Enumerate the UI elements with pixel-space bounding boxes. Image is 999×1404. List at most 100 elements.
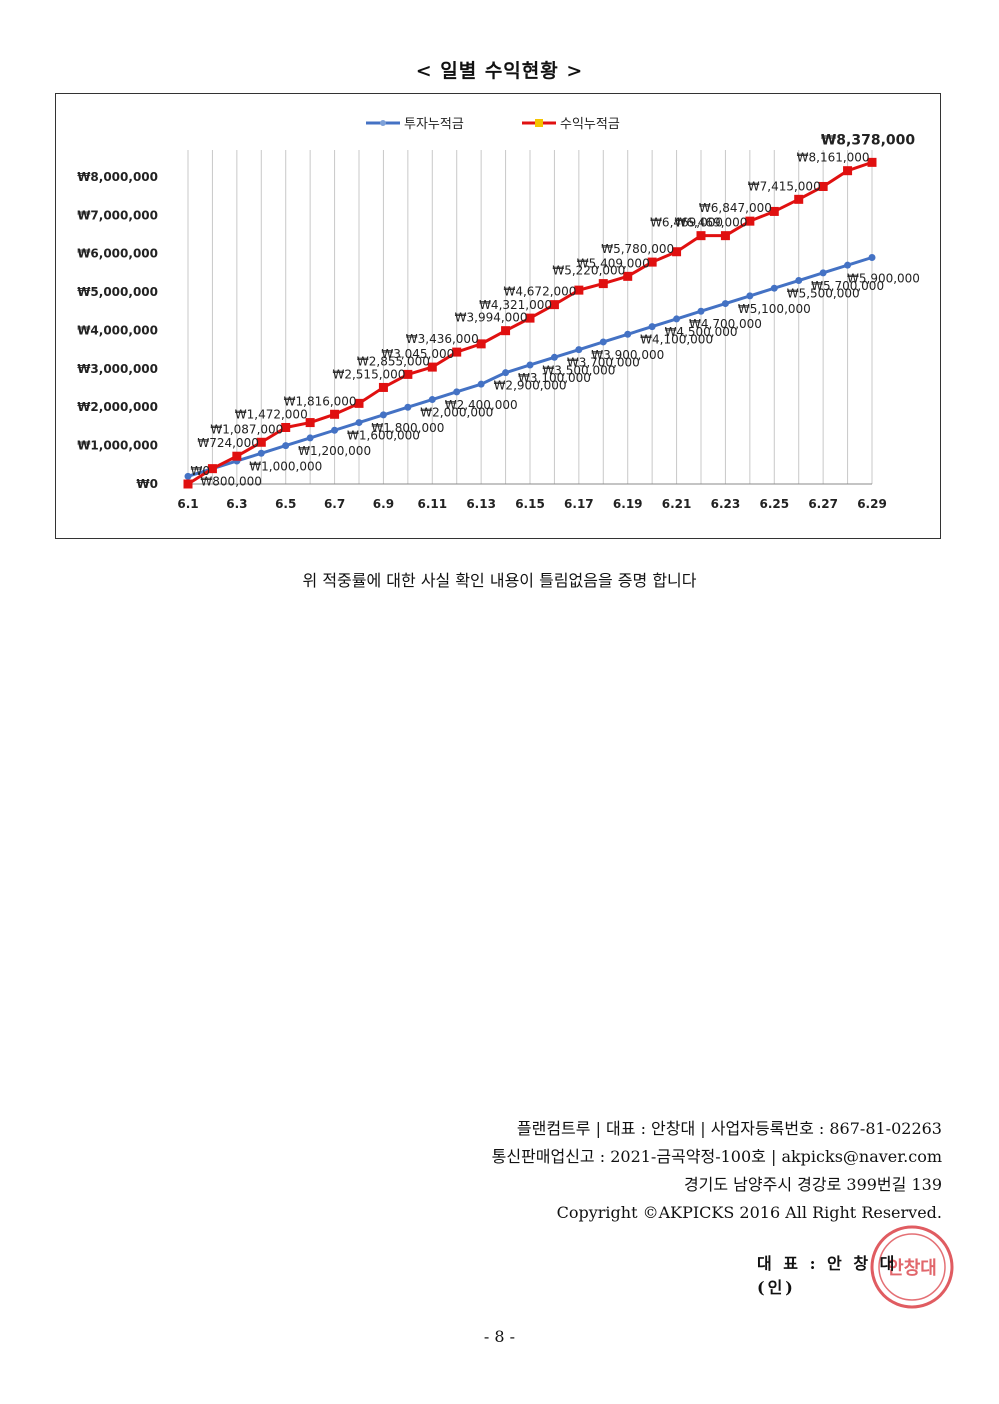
data-point (403, 369, 413, 379)
data-label: ₩1,200,000 (298, 444, 371, 458)
data-label: ₩1,472,000 (235, 407, 308, 421)
data-label: ₩4,700,000 (689, 317, 762, 331)
data-point (623, 271, 633, 281)
data-label: ₩3,700,000 (567, 356, 640, 370)
data-label: ₩4,500,000 (665, 325, 738, 339)
footer-line-address: 경기도 남양주시 경강로 399번길 139 (683, 1175, 942, 1194)
data-label: ₩6,847,000 (699, 201, 772, 215)
data-point (550, 353, 558, 361)
data-point (868, 253, 876, 261)
y-tick-label: ₩3,000,000 (77, 362, 158, 376)
data-point (818, 181, 828, 191)
data-point (256, 437, 266, 447)
x-tick-label: 6.27 (808, 497, 838, 511)
data-point (257, 449, 265, 457)
x-tick-label: 6.3 (226, 497, 247, 511)
data-label: ₩4,672,000 (503, 285, 576, 299)
data-label: ₩5,220,000 (552, 264, 625, 278)
x-tick-label: 6.11 (417, 497, 447, 511)
data-point (232, 451, 242, 461)
data-label: ₩3,045,000 (381, 347, 454, 361)
x-tick-label: 6.1 (177, 497, 198, 511)
data-point (331, 426, 339, 434)
x-tick-label: 6.9 (373, 497, 394, 511)
legend-marker-0 (380, 120, 386, 126)
legend-label-0: 투자누적금 (404, 117, 464, 132)
data-point (794, 194, 804, 204)
page-number: - 8 - (483, 1327, 516, 1346)
data-point (721, 300, 729, 308)
data-point (526, 361, 534, 369)
footer-line-company: 플랜컴트루 | 대표 : 안창대 | 사업자등록번호 : 867-81-0226… (516, 1119, 942, 1138)
data-label: ₩5,700,000 (811, 279, 884, 293)
representative-signature: 대 표 : 안 창 대 (인) (757, 1254, 898, 1297)
data-label: ₩5,500,000 (787, 287, 860, 301)
x-tick-label: 6.23 (711, 497, 741, 511)
x-tick-label: 6.15 (515, 497, 545, 511)
seal-stamp-icon: 안창대 (870, 1225, 954, 1309)
data-point (183, 479, 193, 489)
legend-marker-1 (535, 119, 543, 127)
data-point (574, 285, 584, 295)
x-tick-label: 6.7 (324, 497, 345, 511)
data-point (769, 206, 779, 216)
data-point (599, 338, 607, 346)
data-point (305, 418, 315, 428)
y-tick-label: ₩1,000,000 (77, 439, 158, 453)
data-point (697, 307, 705, 315)
data-label: ₩1,800,000 (371, 421, 444, 435)
data-point (746, 292, 754, 300)
x-tick-label: 6.19 (613, 497, 643, 511)
data-label: ₩8,378,000 (821, 132, 916, 148)
y-tick-label: ₩5,000,000 (77, 285, 158, 299)
data-label: ₩4,100,000 (640, 333, 713, 347)
company-footer: 플랜컴트루 | 대표 : 안창대 | 사업자등록번호 : 867-81-0226… (492, 1115, 942, 1227)
data-point (819, 269, 827, 277)
data-point (306, 434, 314, 442)
data-point (330, 409, 340, 419)
data-label: ₩6,469,000 (674, 216, 747, 230)
data-label: ₩2,000,000 (420, 406, 493, 420)
y-tick-label: ₩2,000,000 (77, 400, 158, 414)
data-label: ₩3,900,000 (591, 348, 664, 362)
y-tick-label: ₩7,000,000 (77, 208, 158, 222)
data-point (427, 362, 437, 372)
data-point (525, 313, 535, 323)
data-label: ₩5,780,000 (601, 242, 674, 256)
data-label: ₩1,816,000 (284, 394, 357, 408)
data-point (598, 279, 608, 289)
data-point (476, 339, 486, 349)
certification-statement: 위 적중률에 대한 사실 확인 내용이 틀림없음을 증명 합니다 (302, 571, 697, 590)
data-point (379, 411, 387, 419)
data-label: ₩724,000 (197, 436, 259, 450)
data-label: ₩1,000,000 (249, 459, 322, 473)
data-label: ₩4,321,000 (479, 298, 552, 312)
data-label: ₩1,087,000 (210, 422, 283, 436)
data-point (624, 330, 632, 338)
data-point (672, 247, 682, 257)
data-label: ₩3,500,000 (542, 363, 615, 377)
data-point (477, 380, 485, 388)
data-label: ₩3,100,000 (518, 371, 591, 385)
data-label: ₩800,000 (200, 475, 262, 489)
data-label: ₩6,469,000 (650, 216, 723, 230)
data-point (770, 284, 778, 292)
y-tick-label: ₩4,000,000 (77, 323, 158, 337)
data-point (720, 231, 730, 241)
data-point (378, 382, 388, 392)
x-tick-label: 6.29 (857, 497, 887, 511)
x-tick-label: 6.5 (275, 497, 296, 511)
data-point (184, 472, 192, 480)
data-label: ₩3,436,000 (406, 332, 479, 346)
data-point (282, 442, 290, 450)
data-label: ₩2,515,000 (332, 367, 405, 381)
data-label: ₩0 (191, 464, 211, 478)
x-tick-label: 6.13 (466, 497, 496, 511)
signature-block: 안창대 대 표 : 안 창 대 (인) (757, 1222, 957, 1312)
data-label: ₩8,161,000 (797, 151, 870, 165)
data-label: ₩5,900,000 (847, 271, 920, 285)
data-label: ₩3,994,000 (455, 311, 528, 325)
data-point (281, 422, 291, 432)
data-point (648, 323, 656, 331)
data-label: ₩2,900,000 (494, 379, 567, 393)
